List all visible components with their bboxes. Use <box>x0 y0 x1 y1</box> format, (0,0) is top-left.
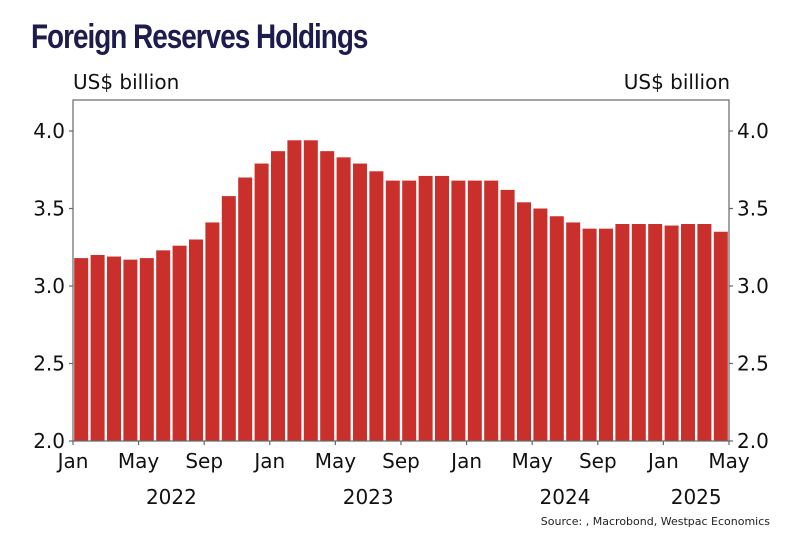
y-tick-label: 3.0 <box>737 274 769 298</box>
x-year-label: 2023 <box>343 485 394 509</box>
bar <box>238 177 253 441</box>
bar <box>582 228 597 441</box>
bar <box>287 140 302 442</box>
x-year-label: 2024 <box>540 485 591 509</box>
x-tick-label: Jan <box>252 449 285 473</box>
bar <box>369 171 384 442</box>
x-tick-label: May <box>512 449 554 473</box>
bar <box>517 202 531 441</box>
x-tick-label: May <box>708 449 750 473</box>
bar <box>467 180 482 441</box>
bar <box>271 151 285 441</box>
y-tick-label: 4.0 <box>33 119 65 143</box>
left-axis-unit: US$ billion <box>73 70 180 94</box>
x-tick-label: Sep <box>185 449 223 473</box>
bars-group <box>74 140 728 442</box>
x-tick-label: Jan <box>56 449 89 473</box>
y-tick-label: 3.5 <box>33 197 65 221</box>
x-year-label: 2025 <box>671 485 722 509</box>
bar <box>566 222 581 441</box>
y-tick-label: 2.0 <box>33 429 65 453</box>
y-tick-label: 3.5 <box>737 197 769 221</box>
bar <box>139 258 154 441</box>
bar <box>713 231 728 441</box>
bar <box>107 256 121 441</box>
y-axis-left: 2.0 2.5 3.0 3.5 4.0 <box>33 119 73 453</box>
x-tick-label: May <box>118 449 160 473</box>
bar <box>418 175 433 441</box>
y-tick-label: 3.0 <box>33 274 65 298</box>
plot-frame <box>72 99 730 442</box>
bar <box>320 151 335 441</box>
x-axis: Jan May Sep Jan May Sep Jan May Sep Jan May 2022 202… <box>56 441 750 509</box>
source-note: Source: , Macrobond, Westpac Economics <box>540 515 770 528</box>
bar <box>599 228 613 441</box>
bar <box>664 225 679 441</box>
bar <box>549 216 564 441</box>
bar <box>303 140 318 442</box>
y-tick-label: 4.0 <box>737 119 769 143</box>
bar <box>451 180 466 441</box>
bar <box>681 224 695 441</box>
right-axis-unit: US$ billion <box>623 70 730 94</box>
bar <box>254 163 269 442</box>
bar <box>648 224 663 441</box>
x-tick-label: May <box>315 449 357 473</box>
y-tick-label: 2.5 <box>737 352 769 376</box>
y-tick-label: 2.5 <box>33 352 65 376</box>
bar <box>189 239 203 441</box>
x-tick-label: Sep <box>382 449 420 473</box>
bar <box>172 245 187 441</box>
x-tick-label: Jan <box>449 449 482 473</box>
bar <box>615 224 630 441</box>
y-axis-right: 2.0 2.5 3.0 3.5 4.0 <box>729 119 769 453</box>
bar <box>697 224 712 441</box>
bar <box>221 196 236 441</box>
bar <box>500 189 515 441</box>
bar <box>631 224 646 441</box>
bar <box>435 175 449 441</box>
x-year-label: 2022 <box>146 485 197 509</box>
bar <box>205 222 220 441</box>
bar <box>533 208 548 441</box>
bar <box>123 259 138 441</box>
bar <box>74 258 89 441</box>
x-tick-label: Sep <box>579 449 617 473</box>
bar <box>484 180 499 441</box>
y-tick-label: 2.0 <box>737 429 769 453</box>
bar <box>156 250 171 441</box>
bar <box>336 157 351 441</box>
x-tick-label: Jan <box>646 449 679 473</box>
bar <box>353 163 367 442</box>
bar <box>402 180 417 441</box>
bar <box>385 180 400 441</box>
bar <box>90 255 105 441</box>
chart-title: Foreign Reserves Holdings <box>31 18 368 56</box>
